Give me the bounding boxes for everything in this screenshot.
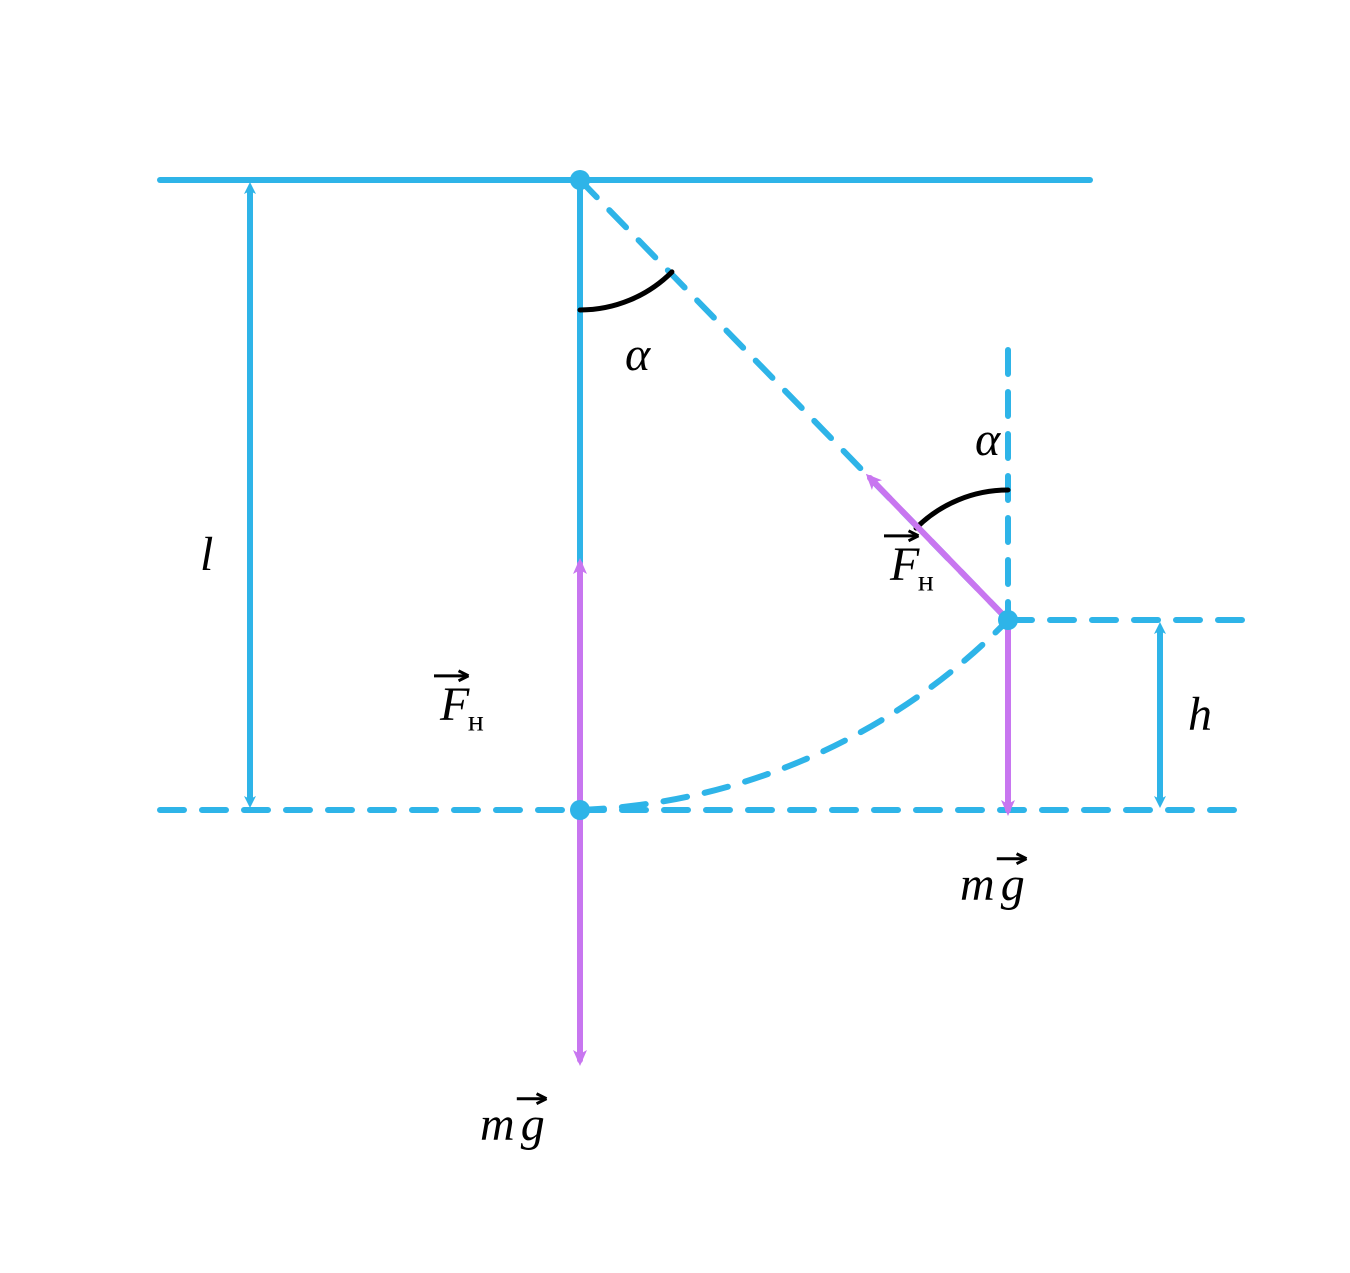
label-l: l xyxy=(200,528,213,581)
point-2 xyxy=(998,610,1018,630)
angle-arc-2 xyxy=(916,490,1008,528)
label-gravity-2: mg xyxy=(960,854,1027,911)
svg-text:m: m xyxy=(480,1098,515,1151)
svg-text:g: g xyxy=(521,1098,545,1151)
label-gravity-1: mg xyxy=(480,1094,547,1151)
svg-text:н: н xyxy=(468,705,484,738)
label-alpha-2: α xyxy=(975,413,1001,466)
label-tension-1: Fн xyxy=(434,671,484,738)
point-1 xyxy=(570,800,590,820)
pendulum-diagram: lhααFнFнmgmg xyxy=(0,0,1350,1273)
point-0 xyxy=(570,170,590,190)
label-tension-2: Fн xyxy=(884,531,934,598)
angle-arc-1 xyxy=(580,272,672,310)
svg-text:g: g xyxy=(1001,858,1025,911)
svg-text:н: н xyxy=(918,565,934,598)
svg-text:m: m xyxy=(960,858,995,911)
trajectory-arc xyxy=(580,620,1008,810)
svg-text:F: F xyxy=(889,538,920,591)
label-h: h xyxy=(1188,688,1212,741)
label-alpha-1: α xyxy=(625,328,651,381)
svg-text:F: F xyxy=(439,678,470,731)
